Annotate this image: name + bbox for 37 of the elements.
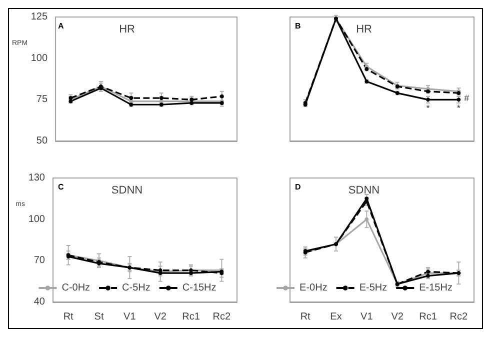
text: SDNN <box>111 184 143 196</box>
legend-label: C-0Hz <box>62 282 90 294</box>
legend-label: C-15Hz <box>182 282 216 294</box>
annotation: # <box>464 93 470 104</box>
legend-label: C-5Hz <box>122 282 150 294</box>
annotation: * <box>426 102 430 113</box>
x-tick-label: St <box>94 312 104 322</box>
annotation: A <box>58 22 64 30</box>
x-tick-label: Rt <box>300 312 311 322</box>
text: SDNN <box>348 184 380 196</box>
x-tick-label: V2 <box>391 312 404 322</box>
y-tick-label: 130 <box>28 172 46 184</box>
x-tick-label: Rc2 <box>450 312 468 322</box>
legend-label: E-5Hz <box>359 282 388 294</box>
y-tick-label: 100 <box>28 214 46 225</box>
x-tick-label: Rc1 <box>182 312 200 322</box>
y-tick-label: 70 <box>34 255 46 266</box>
annotation: C <box>58 182 64 192</box>
y-tick-label: 125 <box>30 12 48 22</box>
legend-label: E-0Hz <box>300 282 328 294</box>
annotation: D <box>295 182 301 192</box>
y-tick-label: 75 <box>36 94 48 106</box>
x-tick-label: Rt <box>63 312 74 322</box>
x-tick-label: Rc1 <box>419 312 438 322</box>
annotation: * <box>456 102 461 113</box>
x-tick-label: Ex <box>330 312 342 322</box>
y-tick-label: 100 <box>30 52 48 64</box>
x-tick-label: V1 <box>124 312 136 322</box>
legend-label: E-15Hz <box>419 282 452 294</box>
x-tick-label: Rc2 <box>212 312 231 322</box>
text: HR <box>119 24 135 36</box>
x-tick-label: V1 <box>360 312 374 322</box>
y-tick-label: 50 <box>36 136 48 146</box>
x-tick-label: V2 <box>154 312 167 322</box>
annotation: B <box>295 22 301 30</box>
y-tick-label: 40 <box>34 296 46 308</box>
text: HR <box>356 24 372 36</box>
